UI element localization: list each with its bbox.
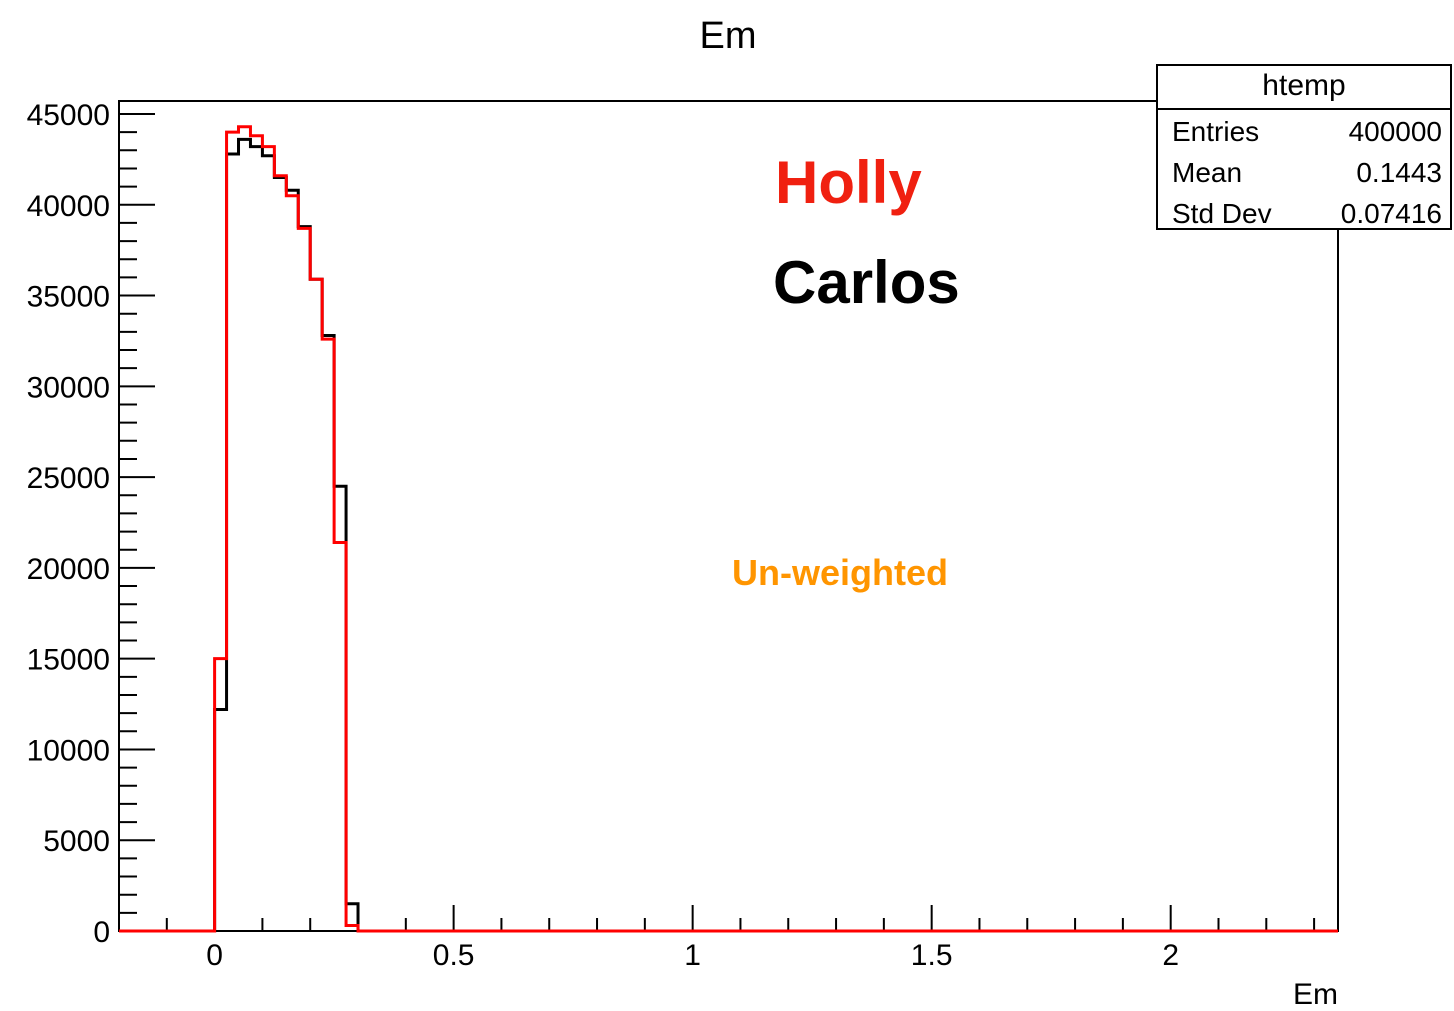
stats-value: 0.1443 [1356, 157, 1442, 188]
y-axis: 0 5000 10000 15000 20000 25000 30000 35000 40000… [27, 99, 155, 949]
x-axis: 0 0.5 1 1.5 2 [118, 905, 1316, 972]
y-tick-label: 20000 [27, 553, 110, 586]
histogram-series [119, 125, 1338, 933]
y-tick-label: 40000 [27, 190, 110, 223]
stats-value: 400000 [1348, 116, 1442, 147]
stats-row-entries: Entries 400000 [1158, 110, 1450, 151]
stats-title: htemp [1158, 66, 1450, 110]
x-tick-label: 2 [1162, 939, 1179, 972]
y-tick-label: 15000 [27, 644, 110, 677]
y-tick-label: 45000 [27, 99, 110, 132]
stats-row-stddev: Std Dev 0.07416 [1158, 192, 1450, 233]
stats-label: Mean [1172, 157, 1243, 188]
y-tick-label: 30000 [27, 371, 110, 404]
stats-label: Std Dev [1172, 198, 1272, 229]
chart-title: Em [700, 15, 757, 57]
x-tick-label: 0 [206, 939, 223, 972]
x-tick-label: 1 [684, 939, 701, 972]
y-tick-label: 35000 [27, 281, 110, 314]
y-tick-label: 5000 [43, 825, 110, 858]
x-tick-label: 1.5 [911, 939, 953, 972]
annotation-holly: Holly [775, 149, 922, 216]
x-tick-label: 0.5 [433, 939, 475, 972]
y-tick-label: 25000 [27, 462, 110, 495]
annotation-unweighted: Un-weighted [732, 552, 948, 593]
stats-row-mean: Mean 0.1443 [1158, 151, 1450, 192]
y-tick-label: 10000 [27, 734, 110, 767]
annotation-carlos: Carlos [773, 249, 960, 316]
x-axis-label: Em [1293, 978, 1338, 1011]
stats-label: Entries [1172, 116, 1260, 147]
stats-box: htemp Entries 400000 Mean 0.1443 Std Dev… [1156, 64, 1452, 230]
series-line-carlos [119, 137, 1338, 933]
series-line-holly [119, 125, 1338, 933]
stats-value: 0.07416 [1340, 198, 1442, 229]
y-tick-label: 0 [93, 916, 110, 949]
